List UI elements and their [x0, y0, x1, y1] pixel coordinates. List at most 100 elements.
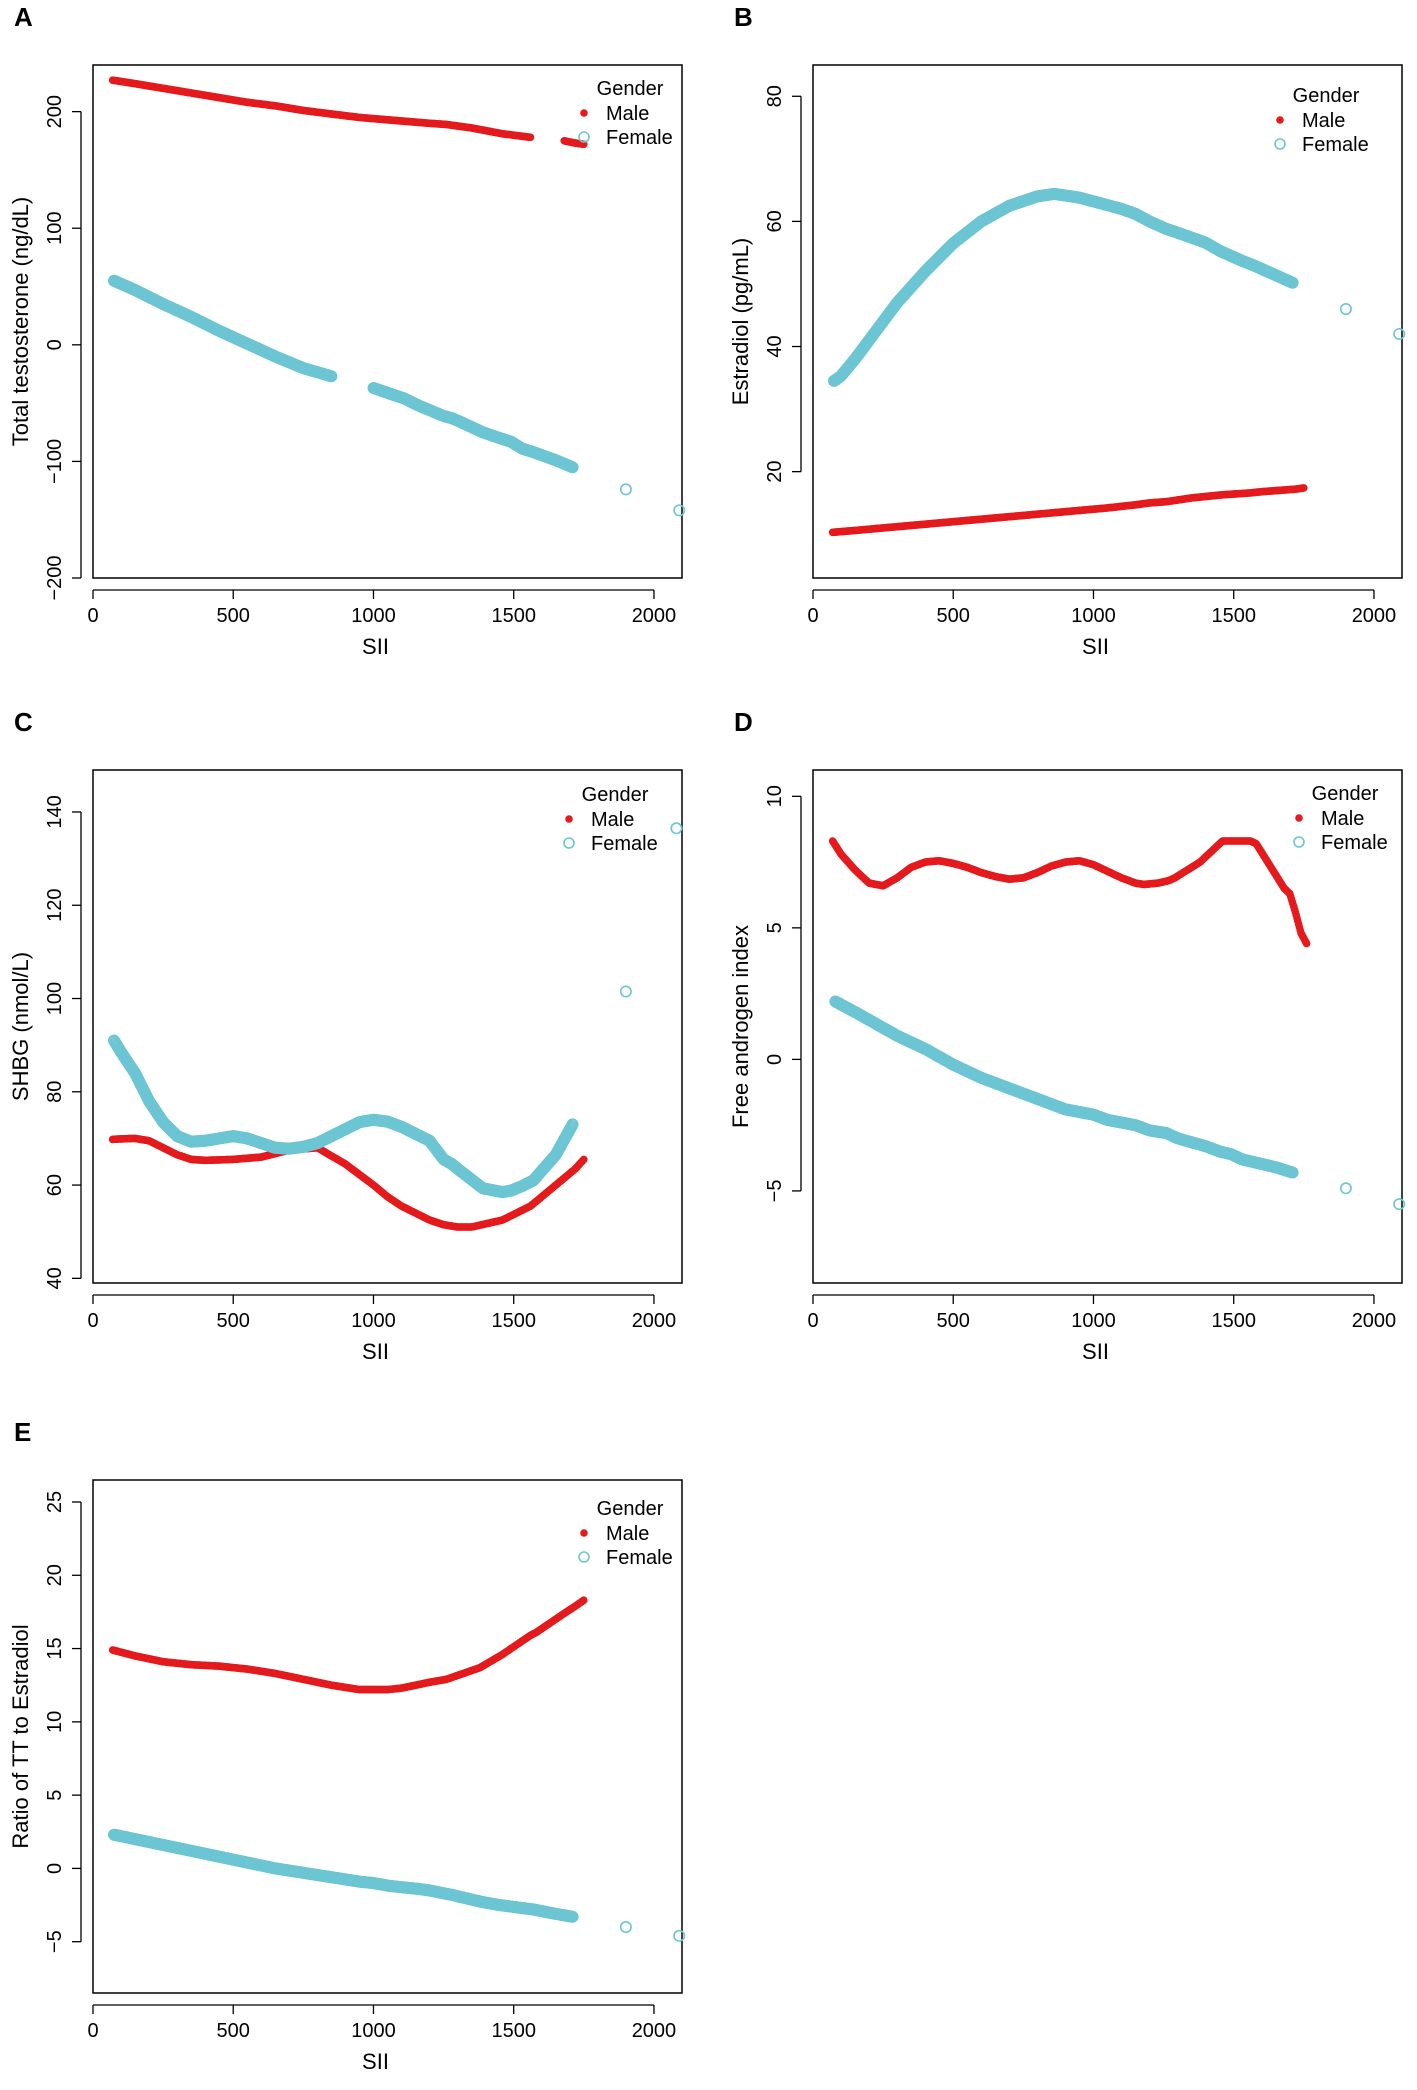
chart-panel-d: D 0 500 1000 1500 2000 SII −5 0 5 10 Free androgen … [720, 705, 1417, 1375]
y-tick-label: 10 [764, 785, 786, 807]
chart-panel-a: A 0 500 1000 1500 2000 SII −200 −100 0 100 200 Total… [0, 0, 697, 670]
y-tick-label: 15 [44, 1637, 66, 1659]
x-axis-title: SII [1082, 1339, 1109, 1364]
series-male [828, 484, 1308, 537]
x-tick-label: 500 [937, 605, 970, 627]
series-female [829, 995, 1406, 1211]
y-tick-label: 120 [44, 889, 66, 922]
legend-symbol-female [578, 131, 590, 143]
plot-frame [92, 64, 683, 579]
series-male [828, 837, 1311, 948]
x-tick-label: 2000 [1352, 605, 1397, 627]
plot-frame [92, 1479, 683, 1994]
x-tick-label: 500 [217, 605, 250, 627]
data-point-male [526, 133, 535, 142]
data-point-female [673, 504, 686, 517]
plot-frame [812, 64, 1403, 579]
y-tick-label: −5 [44, 1930, 66, 1953]
x-tick-label: 2000 [1352, 1310, 1397, 1332]
legend-symbol-male [565, 815, 573, 823]
legend-symbol-male [1295, 814, 1303, 822]
chart-panel-c: C 0 500 1000 1500 2000 SII 40 60 80 100 120 140 SHBG … [0, 705, 697, 1375]
y-tick-label: −5 [764, 1180, 786, 1203]
x-tick-label: 1000 [1071, 605, 1116, 627]
y-tick-label: 5 [44, 1790, 66, 1801]
legend-label-male: Male [1321, 808, 1364, 830]
x-tick-label: 0 [87, 605, 98, 627]
data-point-female [566, 461, 579, 474]
series-female [828, 187, 1406, 387]
y-tick-label: 100 [44, 212, 66, 245]
x-tick-label: 1000 [351, 2020, 396, 2042]
data-point-female [1339, 1182, 1352, 1195]
legend-title: Gender [597, 78, 664, 100]
x-tick-label: 2000 [632, 605, 677, 627]
data-point-female [619, 483, 632, 496]
legend-title: Gender [1312, 783, 1379, 805]
legend-label-female: Female [1302, 134, 1369, 156]
data-point-male [580, 1155, 588, 1164]
y-tick-label: 140 [44, 795, 66, 828]
y-axis-title: Free androgen index [728, 925, 753, 1128]
data-point-female [1339, 302, 1352, 315]
x-tick-label: 1500 [491, 1310, 536, 1332]
x-axis-title: SII [1082, 634, 1109, 659]
x-axis-title: SII [362, 2049, 389, 2074]
panel-letter-d: D [734, 707, 753, 737]
x-tick-label: 0 [87, 1310, 98, 1332]
y-tick-label: −100 [44, 439, 66, 484]
x-tick-label: 500 [217, 1310, 250, 1332]
data-point-female [566, 1118, 579, 1131]
x-tick-label: 1000 [351, 1310, 396, 1332]
x-tick-label: 1500 [491, 605, 536, 627]
x-tick-label: 2000 [632, 1310, 677, 1332]
x-axis-title: SII [362, 1339, 389, 1364]
legend-label-female: Female [606, 127, 673, 149]
x-tick-label: 1500 [1211, 1310, 1256, 1332]
y-tick-label: 20 [764, 461, 786, 483]
y-tick-label: 10 [44, 1711, 66, 1733]
legend-label-female: Female [591, 833, 658, 855]
legend-label-male: Male [1302, 110, 1345, 132]
y-tick-label: 5 [764, 922, 786, 933]
y-tick-label: 200 [44, 95, 66, 128]
y-tick-label: 80 [44, 1081, 66, 1103]
y-tick-label: 25 [44, 1491, 66, 1513]
data-point-female [1286, 276, 1299, 289]
y-tick-label: 40 [44, 1267, 66, 1289]
y-tick-label: 100 [44, 982, 66, 1015]
y-tick-label: 40 [764, 335, 786, 357]
panel-letter-e: E [14, 1417, 31, 1447]
series-female [108, 274, 686, 517]
y-tick-label: 0 [44, 1863, 66, 1874]
legend-title: Gender [1293, 85, 1360, 107]
legend-symbol-male [1276, 116, 1284, 124]
y-axis-title: Total testosterone (ng/dL) [8, 197, 33, 446]
series-male [108, 1134, 588, 1231]
plot-frame [92, 769, 683, 1284]
x-tick-label: 1000 [351, 605, 396, 627]
x-tick-label: 2000 [632, 2020, 677, 2042]
legend-label-female: Female [1321, 832, 1388, 854]
panel-letter-b: B [734, 2, 753, 32]
series-male [108, 76, 588, 149]
x-tick-label: 1500 [1211, 605, 1256, 627]
y-tick-label: 0 [44, 339, 66, 350]
data-point-female [1393, 1198, 1406, 1211]
series-male [108, 1596, 588, 1694]
x-tick-label: 1000 [1071, 1310, 1116, 1332]
chart-panel-b: B 0 500 1000 1500 2000 SII 20 40 60 80 Estradiol (p… [720, 0, 1417, 670]
panel-letter-c: C [14, 707, 33, 737]
legend-symbol-female [563, 837, 575, 849]
y-tick-label: −200 [44, 555, 66, 600]
y-axis-title: SHBG (nmol/L) [8, 952, 33, 1101]
data-point-female [325, 370, 338, 383]
y-tick-label: 20 [44, 1564, 66, 1586]
